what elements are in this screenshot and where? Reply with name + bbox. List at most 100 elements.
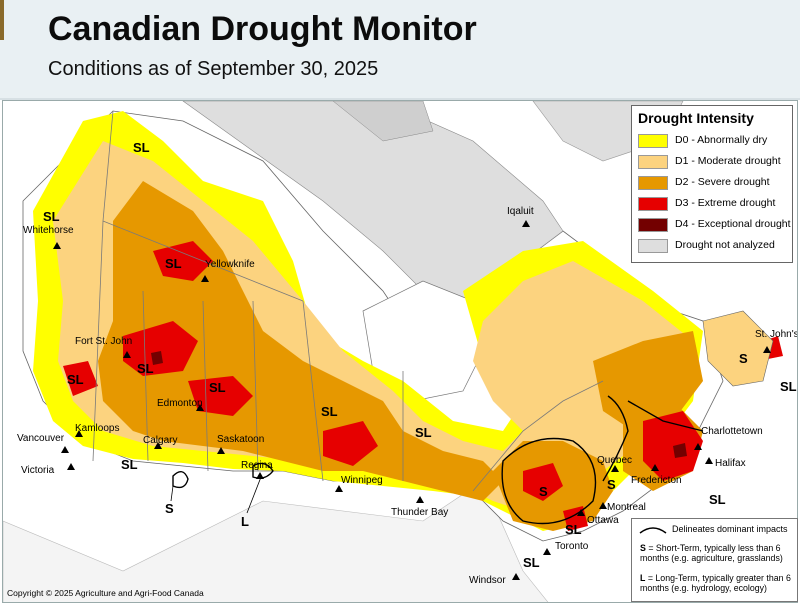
marker-edmonton bbox=[196, 404, 204, 411]
legend-item: D2 - Severe drought bbox=[638, 175, 792, 191]
legend-label-not-analyzed: Drought not analyzed bbox=[675, 239, 775, 251]
d4-exceptional-ns bbox=[673, 443, 687, 458]
legend-swatch-d1 bbox=[638, 155, 668, 169]
marker-charlottetown bbox=[694, 443, 702, 450]
marker-thunder-bay bbox=[416, 496, 424, 503]
legend-item: D3 - Extreme drought bbox=[638, 196, 792, 212]
city-label-vancouver: Vancouver bbox=[17, 433, 65, 444]
city-label-regina: Regina bbox=[241, 460, 273, 471]
city-label-st-johns: St. John's bbox=[755, 329, 798, 340]
city-label-fredericton: Fredericton bbox=[631, 475, 682, 486]
impact-tag-sl: SL bbox=[209, 380, 226, 395]
impact-tag-sl: SL bbox=[780, 379, 797, 394]
impact-tag-s: S bbox=[607, 477, 616, 492]
city-label-toronto: Toronto bbox=[555, 541, 589, 552]
legend-swatch-d0 bbox=[638, 134, 668, 148]
city-markers bbox=[53, 220, 771, 580]
legend-item: D0 - Abnormally dry bbox=[638, 133, 792, 149]
d3-extreme-yellowknife bbox=[153, 241, 213, 281]
impact-tag-sl: SL bbox=[709, 492, 726, 507]
city-label-charlottetown: Charlottetown bbox=[701, 426, 763, 437]
impact-tag-sl: SL bbox=[165, 256, 182, 271]
marker-vancouver bbox=[61, 446, 69, 453]
legend-swatch-d2 bbox=[638, 176, 668, 190]
newfoundland-island bbox=[702, 310, 774, 387]
city-label-calgary: Calgary bbox=[143, 435, 177, 446]
drought-intensity-legend: Drought Intensity D0 - Abnormally dry D1… bbox=[631, 105, 793, 263]
banner-accent bbox=[0, 0, 4, 40]
drought-map: Whitehorse Yellowknife Iqaluit Fort St. … bbox=[2, 100, 798, 603]
legend-swatch-d4 bbox=[638, 218, 668, 232]
legend-label-d0: D0 - Abnormally dry bbox=[675, 134, 768, 146]
marker-yellowknife bbox=[201, 275, 209, 282]
legend-label-d3: D3 - Extreme drought bbox=[675, 197, 776, 209]
impact-tag-sl: SL bbox=[415, 425, 432, 440]
impact-tag-sl: SL bbox=[565, 522, 582, 537]
delineation-line-icon bbox=[639, 527, 667, 534]
city-label-edmonton: Edmonton bbox=[157, 398, 203, 409]
short-term-code: S bbox=[640, 543, 646, 553]
marker-saskatoon bbox=[217, 447, 225, 454]
city-label-victoria: Victoria bbox=[21, 465, 55, 476]
d3-extreme-fort-st-john bbox=[123, 321, 198, 376]
d3-extreme-edmonton bbox=[188, 376, 253, 416]
marker-victoria bbox=[67, 463, 75, 470]
province-boundaries bbox=[92, 110, 604, 492]
long-term-code: L bbox=[640, 573, 646, 583]
impact-tag-sl: SL bbox=[523, 555, 540, 570]
leader-line-l bbox=[246, 476, 262, 514]
impact-tag-sl: SL bbox=[67, 372, 84, 387]
d4-exceptional-bc bbox=[151, 351, 163, 365]
d3-extreme-winnipeg bbox=[323, 421, 378, 466]
impact-tag-s: S bbox=[165, 501, 174, 516]
impact-tag-sl: SL bbox=[321, 404, 338, 419]
legend-label-d4: D4 - Exceptional drought bbox=[675, 218, 791, 230]
legend-item: D1 - Moderate drought bbox=[638, 154, 792, 170]
d3-extreme-bc bbox=[63, 361, 98, 396]
impacts-legend: Delineates dominant impacts S = Short-Te… bbox=[631, 518, 798, 602]
city-label-halifax: Halifax bbox=[715, 458, 746, 469]
marker-windsor bbox=[512, 573, 520, 580]
marker-whitehorse bbox=[53, 242, 61, 249]
legend-title: Drought Intensity bbox=[638, 110, 754, 126]
short-term-description: S = Short-Term, typically less than 6 mo… bbox=[640, 543, 798, 563]
city-label-windsor: Windsor bbox=[469, 575, 506, 586]
marker-quebec bbox=[611, 465, 619, 472]
title-banner: Canadian Drought Monitor Conditions as o… bbox=[0, 0, 800, 100]
city-label-yellowknife: Yellowknife bbox=[205, 259, 255, 270]
leader-line-s bbox=[170, 485, 174, 502]
map-title: Canadian Drought Monitor bbox=[48, 10, 477, 48]
marker-winnipeg bbox=[335, 485, 343, 492]
legend-label-d1: D1 - Moderate drought bbox=[675, 155, 781, 167]
city-label-saskatoon: Saskatoon bbox=[217, 434, 264, 445]
impact-tag-sl: SL bbox=[133, 140, 150, 155]
legend-label-d2: D2 - Severe drought bbox=[675, 176, 770, 188]
city-label-thunder-bay: Thunder Bay bbox=[391, 507, 448, 518]
d3-extreme-ontario bbox=[523, 463, 563, 501]
marker-halifax bbox=[705, 457, 713, 464]
legend-swatch-not-analyzed bbox=[638, 239, 668, 253]
arctic-island-north bbox=[332, 101, 434, 142]
marker-fort-st-john bbox=[123, 351, 131, 358]
city-label-kamloops: Kamloops bbox=[75, 423, 119, 434]
impact-tag-sl: SL bbox=[137, 361, 154, 376]
marker-montreal bbox=[599, 502, 607, 509]
long-term-text: = Long-Term, typically greater than 6 mo… bbox=[640, 573, 791, 593]
marker-toronto bbox=[543, 548, 551, 555]
impact-tag-s: S bbox=[739, 351, 748, 366]
city-label-iqaluit: Iqaluit bbox=[507, 206, 534, 217]
legend-item: D4 - Exceptional drought bbox=[638, 217, 792, 233]
marker-iqaluit bbox=[522, 220, 530, 227]
marker-st-johns bbox=[763, 346, 771, 353]
legend-item: Drought not analyzed bbox=[638, 238, 792, 254]
city-label-quebec: Quebec bbox=[597, 455, 632, 466]
impact-tag-sl: SL bbox=[121, 457, 138, 472]
city-label-ottawa: Ottawa bbox=[587, 515, 619, 526]
map-canvas: Whitehorse Yellowknife Iqaluit Fort St. … bbox=[3, 101, 798, 602]
copyright-notice: Copyright © 2025 Agriculture and Agri-Fo… bbox=[7, 588, 204, 598]
impact-tag-l: L bbox=[241, 514, 249, 529]
long-term-description: L = Long-Term, typically greater than 6 … bbox=[640, 573, 798, 593]
marker-kamloops bbox=[75, 430, 83, 437]
map-subtitle: Conditions as of September 30, 2025 bbox=[48, 58, 379, 80]
city-label-montreal: Montreal bbox=[607, 502, 646, 513]
